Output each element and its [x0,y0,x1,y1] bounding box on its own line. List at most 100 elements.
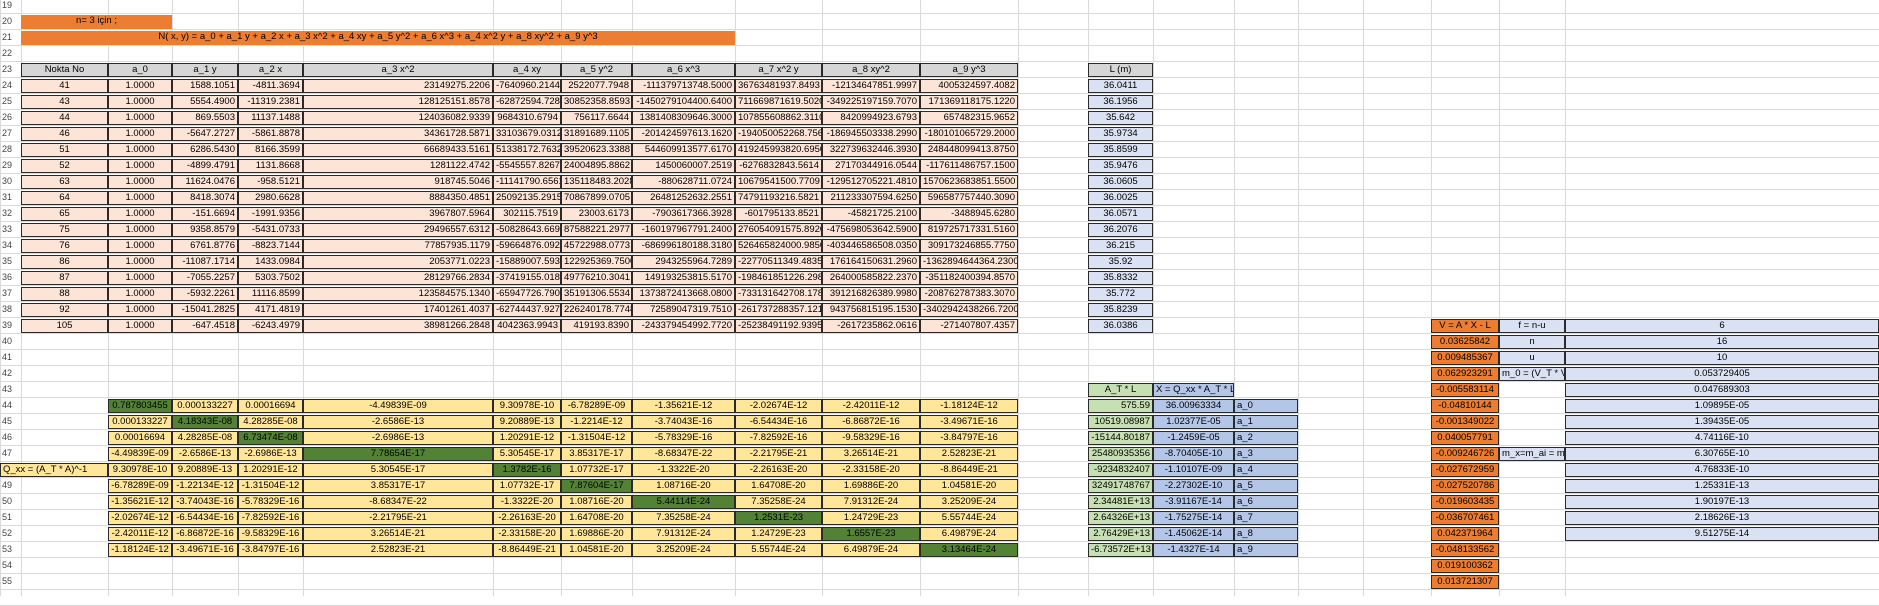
a-matrix-cell[interactable]: 105 [21,319,108,333]
a-matrix-cell[interactable]: 5303.7502 [238,271,303,285]
a-matrix-cell[interactable]: 1.0000 [108,127,172,141]
a-matrix-cell[interactable]: 2980.6628 [238,191,303,205]
row-number[interactable]: 45 [2,416,13,426]
x-value-cell[interactable]: -2.27302E-10 [1153,479,1234,493]
qxx-cell[interactable]: -2.21795E-21 [303,511,493,525]
row-number[interactable]: 34 [2,240,13,250]
a-matrix-cell[interactable]: 46 [21,127,108,141]
a-matrix-cell[interactable]: 1.0000 [108,111,172,125]
row-number[interactable]: 49 [2,480,13,490]
qxx-cell[interactable]: 3.25209E-24 [920,495,1018,509]
x-value-cell[interactable]: 1.02377E-05 [1153,415,1234,429]
a-header-cell[interactable]: a_6 x^3 [632,63,735,77]
a-matrix-cell[interactable]: 76 [21,239,108,253]
a-matrix-cell[interactable]: 8884350.4851 [303,191,493,205]
a-matrix-cell[interactable]: 8420994923.6793 [822,111,920,125]
a-matrix-cell[interactable]: -8823.7144 [238,239,303,253]
v-value-cell[interactable]: -0.001349022 [1431,415,1499,429]
row-number[interactable]: 37 [2,288,13,298]
a-matrix-cell[interactable]: 9358.8579 [172,223,238,237]
n-label-cell[interactable]: n [1499,335,1565,349]
a-matrix-cell[interactable]: 122925369.7500 [561,255,632,269]
a-matrix-cell[interactable]: 45722988.0773 [561,239,632,253]
a-matrix-cell[interactable]: 24004895.8862 [561,159,632,173]
qxx-cell[interactable]: -4.49839E-09 [303,399,493,413]
a-matrix-cell[interactable]: 171369118175.1220 [920,95,1018,109]
qxx-cell[interactable]: -1.31504E-12 [561,431,632,445]
a-matrix-cell[interactable]: 1.0000 [108,271,172,285]
qxx-diagonal-cell[interactable]: 3.13464E-24 [920,543,1018,557]
a-matrix-cell[interactable]: 10679541500.7709 [735,175,822,189]
a-matrix-cell[interactable]: 38981266.2848 [303,319,493,333]
m-value-cell[interactable]: 4.74116E-10 [1565,431,1879,445]
a-matrix-cell[interactable]: 176164150631.2960 [822,255,920,269]
a-matrix-cell[interactable]: 419245993820.6950 [735,143,822,157]
l-value-cell[interactable]: 35.8239 [1088,303,1153,317]
qxx-cell[interactable]: -3.74043E-16 [172,495,238,509]
row-number[interactable]: 38 [2,304,13,314]
a-matrix-cell[interactable]: -261737288357.1210 [735,303,822,317]
row-number[interactable]: 42 [2,368,13,378]
qxx-cell[interactable]: 2.52823E-21 [920,447,1018,461]
a-matrix-cell[interactable]: 1450060007.2519 [632,159,735,173]
qxx-cell[interactable]: 1.04581E-20 [561,543,632,557]
a-matrix-cell[interactable]: 526465824000.9850 [735,239,822,253]
qxx-label-cell[interactable]: Q_xx = (A_T * A)^-1 [0,463,108,477]
a-matrix-cell[interactable]: 756117.6644 [561,111,632,125]
qxx-cell[interactable]: 9.30978E-10 [108,463,172,477]
a-matrix-cell[interactable]: 35191306.5534 [561,287,632,301]
qxx-cell[interactable]: 1.24729E-23 [822,511,920,525]
m-value-cell[interactable]: 4.76833E-10 [1565,463,1879,477]
a-matrix-cell[interactable]: 2943255964.7289 [632,255,735,269]
l-value-cell[interactable]: 35.9734 [1088,127,1153,141]
l-value-cell[interactable]: 36.215 [1088,239,1153,253]
a-matrix-cell[interactable]: -25238491192.9395 [735,319,822,333]
row-number[interactable]: 39 [2,320,13,330]
a-matrix-cell[interactable]: -1991.9356 [238,207,303,221]
a-matrix-cell[interactable]: 29496557.6312 [303,223,493,237]
a-matrix-cell[interactable]: 1.0000 [108,95,172,109]
a-matrix-cell[interactable]: -198461851226.2980 [735,271,822,285]
row-number[interactable]: 25 [2,96,13,106]
row-number[interactable]: 50 [2,496,13,506]
a-matrix-cell[interactable]: -3488945.6280 [920,207,1018,221]
a-header-cell[interactable]: a_7 x^2 y [735,63,822,77]
atl-value-cell[interactable]: 2.64326E+13 [1088,511,1153,525]
a-matrix-cell[interactable]: 419193.8390 [561,319,632,333]
qxx-diagonal-cell[interactable]: 4.18343E-08 [172,415,238,429]
a-matrix-cell[interactable]: -11087.1714 [172,255,238,269]
x-value-cell[interactable]: -1.45062E-14 [1153,527,1234,541]
a-matrix-cell[interactable]: 66689433.5161 [303,143,493,157]
a-matrix-cell[interactable]: 1570623683851.5500 [920,175,1018,189]
atl-value-cell[interactable]: 10519.08987 [1088,415,1153,429]
a-matrix-cell[interactable]: 819725717331.5160 [920,223,1018,237]
qxx-cell[interactable]: -6.78289E-09 [561,399,632,413]
a-matrix-cell[interactable]: 4005324597.4082 [920,79,1018,93]
qxx-cell[interactable]: -2.6586E-13 [303,415,493,429]
a-matrix-cell[interactable]: -7903617366.3928 [632,207,735,221]
row-number[interactable]: 22 [2,48,13,58]
a-matrix-cell[interactable]: 1.0000 [108,143,172,157]
row-number[interactable]: 47 [2,448,13,458]
a-matrix-cell[interactable]: 657482315.9652 [920,111,1018,125]
m-value-cell[interactable]: 1.39435E-05 [1565,415,1879,429]
a-matrix-cell[interactable]: 123584575.1340 [303,287,493,301]
a-matrix-cell[interactable]: 1131.8668 [238,159,303,173]
qxx-cell[interactable]: -1.35621E-12 [632,399,735,413]
a-matrix-cell[interactable]: 74791193216.5821 [735,191,822,205]
qxx-diagonal-cell[interactable]: 6.73474E-08 [238,431,303,445]
a-matrix-cell[interactable]: 1588.1051 [172,79,238,93]
a-matrix-cell[interactable]: 36763481937.8493 [735,79,822,93]
qxx-cell[interactable]: 1.08716E-20 [561,495,632,509]
l-value-cell[interactable]: 36.0411 [1088,79,1153,93]
x-label-cell[interactable]: a_2 [1234,431,1298,445]
row-number[interactable]: 54 [2,560,13,570]
a-matrix-cell[interactable]: -1362894644364.2300 [920,255,1018,269]
qxx-cell[interactable]: 0.00016694 [108,431,172,445]
x-label-cell[interactable]: a_9 [1234,543,1298,557]
v-value-cell[interactable]: -0.027520786 [1431,479,1499,493]
row-number[interactable]: 52 [2,528,13,538]
a-matrix-cell[interactable]: 26481252632.2551 [632,191,735,205]
qxx-cell[interactable]: -3.84797E-16 [920,431,1018,445]
a-matrix-cell[interactable]: -208762787383.3070 [920,287,1018,301]
